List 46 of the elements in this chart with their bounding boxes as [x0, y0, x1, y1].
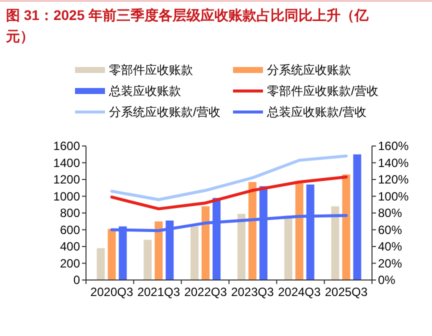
bar [202, 206, 210, 280]
line-series [110, 175, 348, 210]
bar [190, 226, 199, 280]
bar [353, 154, 362, 280]
y2-tick-label: 0% [378, 273, 396, 288]
bar [154, 221, 163, 280]
x-tick-label: 2024Q3 [278, 285, 322, 299]
x-tick-label: 2021Q3 [137, 285, 180, 299]
bar [331, 206, 340, 280]
y2-tick-label: 160% [378, 139, 410, 154]
x-tick-label: 2020Q3 [90, 285, 134, 299]
y-tick-label: 800 [60, 206, 80, 220]
y-tick-label: 400 [60, 240, 80, 254]
y2-tick-label: 40% [378, 240, 402, 254]
y-tick-label: 1000 [53, 189, 80, 204]
legend-label: 总装应收账款 [108, 84, 181, 98]
line-series [110, 154, 348, 202]
bar [248, 182, 256, 280]
x-tick-label: 2023Q3 [231, 285, 274, 299]
y2-tick-label: 80% [378, 206, 402, 220]
bar [96, 248, 105, 280]
chart-title: 图 31：2025 年前三季度各层级应收账款占比同比上升（亿元） [5, 7, 370, 44]
bar [237, 214, 246, 280]
bar [284, 216, 292, 280]
y2-tick-label: 20% [378, 256, 402, 270]
legend-label: 零部件应收账款/营收 [267, 84, 378, 98]
y-tick-label: 0 [73, 273, 80, 288]
y2-tick-label: 120% [378, 172, 410, 187]
x-tick-label: 2022Q3 [184, 285, 228, 299]
y-tick-label: 1200 [53, 172, 80, 187]
y-tick-label: 200 [60, 256, 80, 270]
y-tick-label: 600 [60, 222, 80, 237]
bar [144, 240, 152, 280]
y2-tick-label: 140% [378, 156, 410, 170]
x-tick-label: 2025Q3 [324, 285, 368, 299]
y2-tick-label: 60% [378, 222, 402, 237]
bar [295, 181, 304, 280]
bar [342, 174, 350, 280]
y-tick-label: 1600 [53, 139, 80, 154]
bar [108, 228, 116, 280]
y2-tick-label: 100% [378, 189, 410, 204]
legend-label: 分系统应收账款/营收 [109, 105, 220, 120]
legend-label: 总装应收账款/营收 [266, 105, 366, 120]
legend-label: 分系统应收账款 [267, 63, 351, 78]
y-tick-label: 1400 [53, 156, 80, 170]
legend-label: 零部件应收账款 [109, 63, 193, 78]
